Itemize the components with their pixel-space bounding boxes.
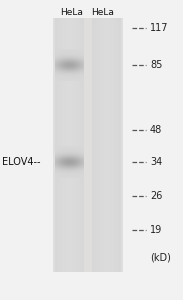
Text: 85: 85: [150, 60, 162, 70]
Text: 48: 48: [150, 125, 162, 135]
Text: 19: 19: [150, 225, 162, 235]
Bar: [53, 18, 123, 272]
Text: ELOV4--: ELOV4--: [2, 157, 40, 167]
Text: 34: 34: [150, 157, 162, 167]
Text: 26: 26: [150, 191, 162, 201]
Text: HeLa: HeLa: [92, 8, 114, 17]
Text: (kD): (kD): [150, 253, 171, 263]
Text: HeLa: HeLa: [61, 8, 83, 17]
Text: 117: 117: [150, 23, 169, 33]
